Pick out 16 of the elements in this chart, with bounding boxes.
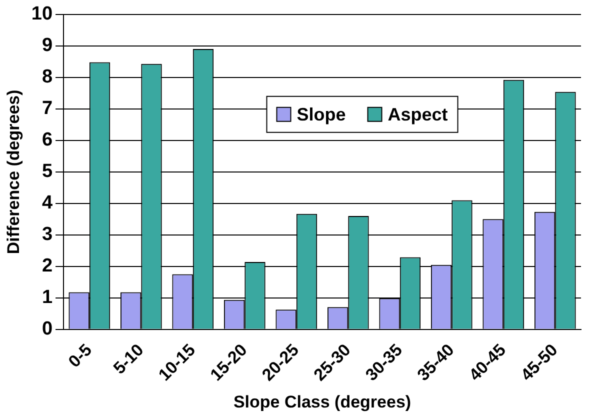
x-axis-title: Slope Class (degrees) <box>233 392 412 412</box>
y-tick-label: 4 <box>42 192 53 214</box>
y-tick-label: 6 <box>42 130 53 151</box>
y-tick-label: 10 <box>31 4 53 25</box>
y-tick-label: 3 <box>42 224 53 246</box>
y-tick-label: 1 <box>42 287 53 308</box>
x-tick-label: 0-5 <box>64 340 96 372</box>
legend-label: Slope <box>296 104 346 124</box>
y-tick-label: 7 <box>42 98 53 120</box>
y-tick-label: 9 <box>42 35 53 56</box>
y-tick-label: 8 <box>42 66 53 88</box>
legend-label: Aspect <box>388 104 448 124</box>
y-axis-title: Difference (degrees) <box>4 90 23 254</box>
y-tick-label: 2 <box>42 256 53 277</box>
y-tick-label: 5 <box>42 161 53 182</box>
y-tick-label: 0 <box>42 318 53 340</box>
